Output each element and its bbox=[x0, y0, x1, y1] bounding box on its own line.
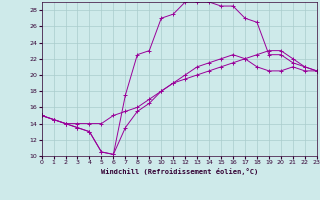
X-axis label: Windchill (Refroidissement éolien,°C): Windchill (Refroidissement éolien,°C) bbox=[100, 168, 258, 175]
